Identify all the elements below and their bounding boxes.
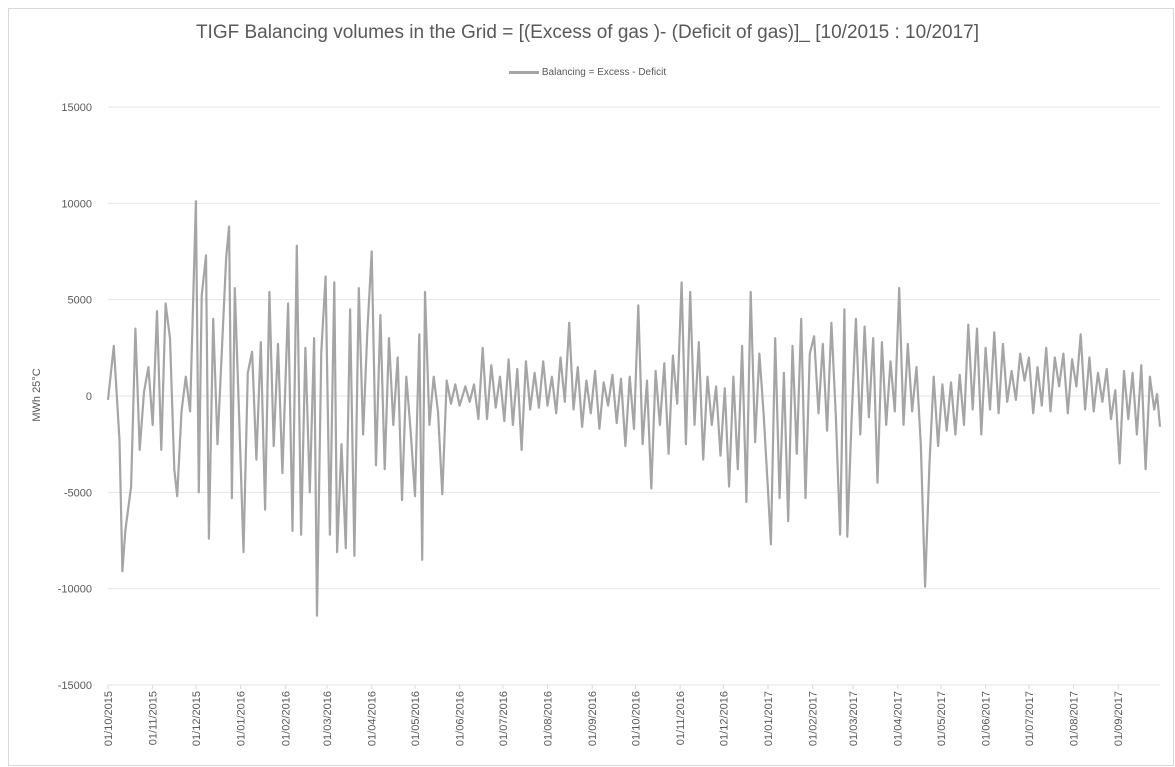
x-tick-label: 01/09/2016	[587, 691, 599, 746]
y-tick-labels: -15000 -10000 -5000 0 5000 10000 15000	[58, 102, 92, 692]
x-tick-label: 01/11/2016	[675, 691, 687, 745]
x-tick-label: 01/02/2017	[808, 691, 820, 746]
series-line	[106, 200, 1162, 617]
y-tick-label: -10000	[58, 584, 92, 596]
x-tick-label: 01/01/2016	[236, 691, 248, 746]
x-tick-label: 01/11/2015	[148, 691, 160, 745]
legend-swatch	[508, 71, 539, 74]
x-tick-label: 01/12/2015	[191, 691, 203, 746]
series-group	[106, 200, 1162, 617]
x-tick-labels: 01/10/2015 01/11/2015 01/12/2015 01/01/2016…	[103, 685, 1125, 746]
x-tick-label: 01/08/2017	[1069, 691, 1081, 746]
legend: Balancing = Excess - Deficit	[0, 67, 1175, 78]
y-tick-label: 15000	[61, 102, 92, 114]
y-axis-label: MWh 25°C	[31, 368, 43, 421]
gridlines	[108, 106, 1160, 686]
x-tick-label: 01/12/2016	[718, 691, 730, 746]
y-tick-label: 5000	[68, 295, 92, 307]
x-tick-label: 01/07/2017	[1024, 691, 1036, 746]
x-tick-label: 01/08/2016	[543, 691, 555, 746]
y-tick-label: -5000	[64, 487, 92, 499]
chart-title: TIGF Balancing volumes in the Grid = [(E…	[195, 22, 980, 43]
x-tick-label: 01/03/2017	[848, 691, 860, 746]
x-tick-label: 01/02/2016	[280, 691, 292, 746]
x-tick-label: 01/01/2017	[763, 691, 775, 746]
x-tick-label: 01/10/2016	[630, 691, 642, 746]
legend-entry-label: Balancing = Excess - Deficit	[541, 67, 667, 78]
x-tick-label: 01/06/2017	[981, 691, 993, 746]
y-tick-label: -15000	[58, 680, 92, 692]
x-tick-label: 01/10/2015	[103, 691, 115, 746]
x-tick-label: 01/04/2017	[893, 691, 905, 746]
x-tick-label: 01/05/2017	[936, 691, 948, 746]
y-tick-label: 10000	[61, 198, 92, 210]
x-tick-label: 01/09/2017	[1113, 691, 1125, 746]
x-tick-label: 01/07/2016	[498, 691, 510, 746]
y-tick-label: 0	[86, 391, 92, 403]
x-tick-label: 01/06/2016	[455, 691, 467, 746]
x-tick-label: 01/05/2016	[410, 691, 422, 746]
x-tick-label: 01/04/2016	[367, 691, 379, 746]
x-tick-label: 01/03/2016	[322, 691, 334, 746]
